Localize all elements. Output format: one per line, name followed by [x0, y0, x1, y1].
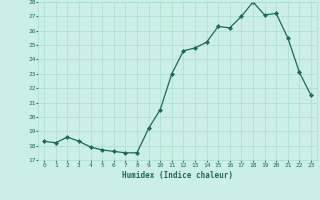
X-axis label: Humidex (Indice chaleur): Humidex (Indice chaleur)	[122, 171, 233, 180]
